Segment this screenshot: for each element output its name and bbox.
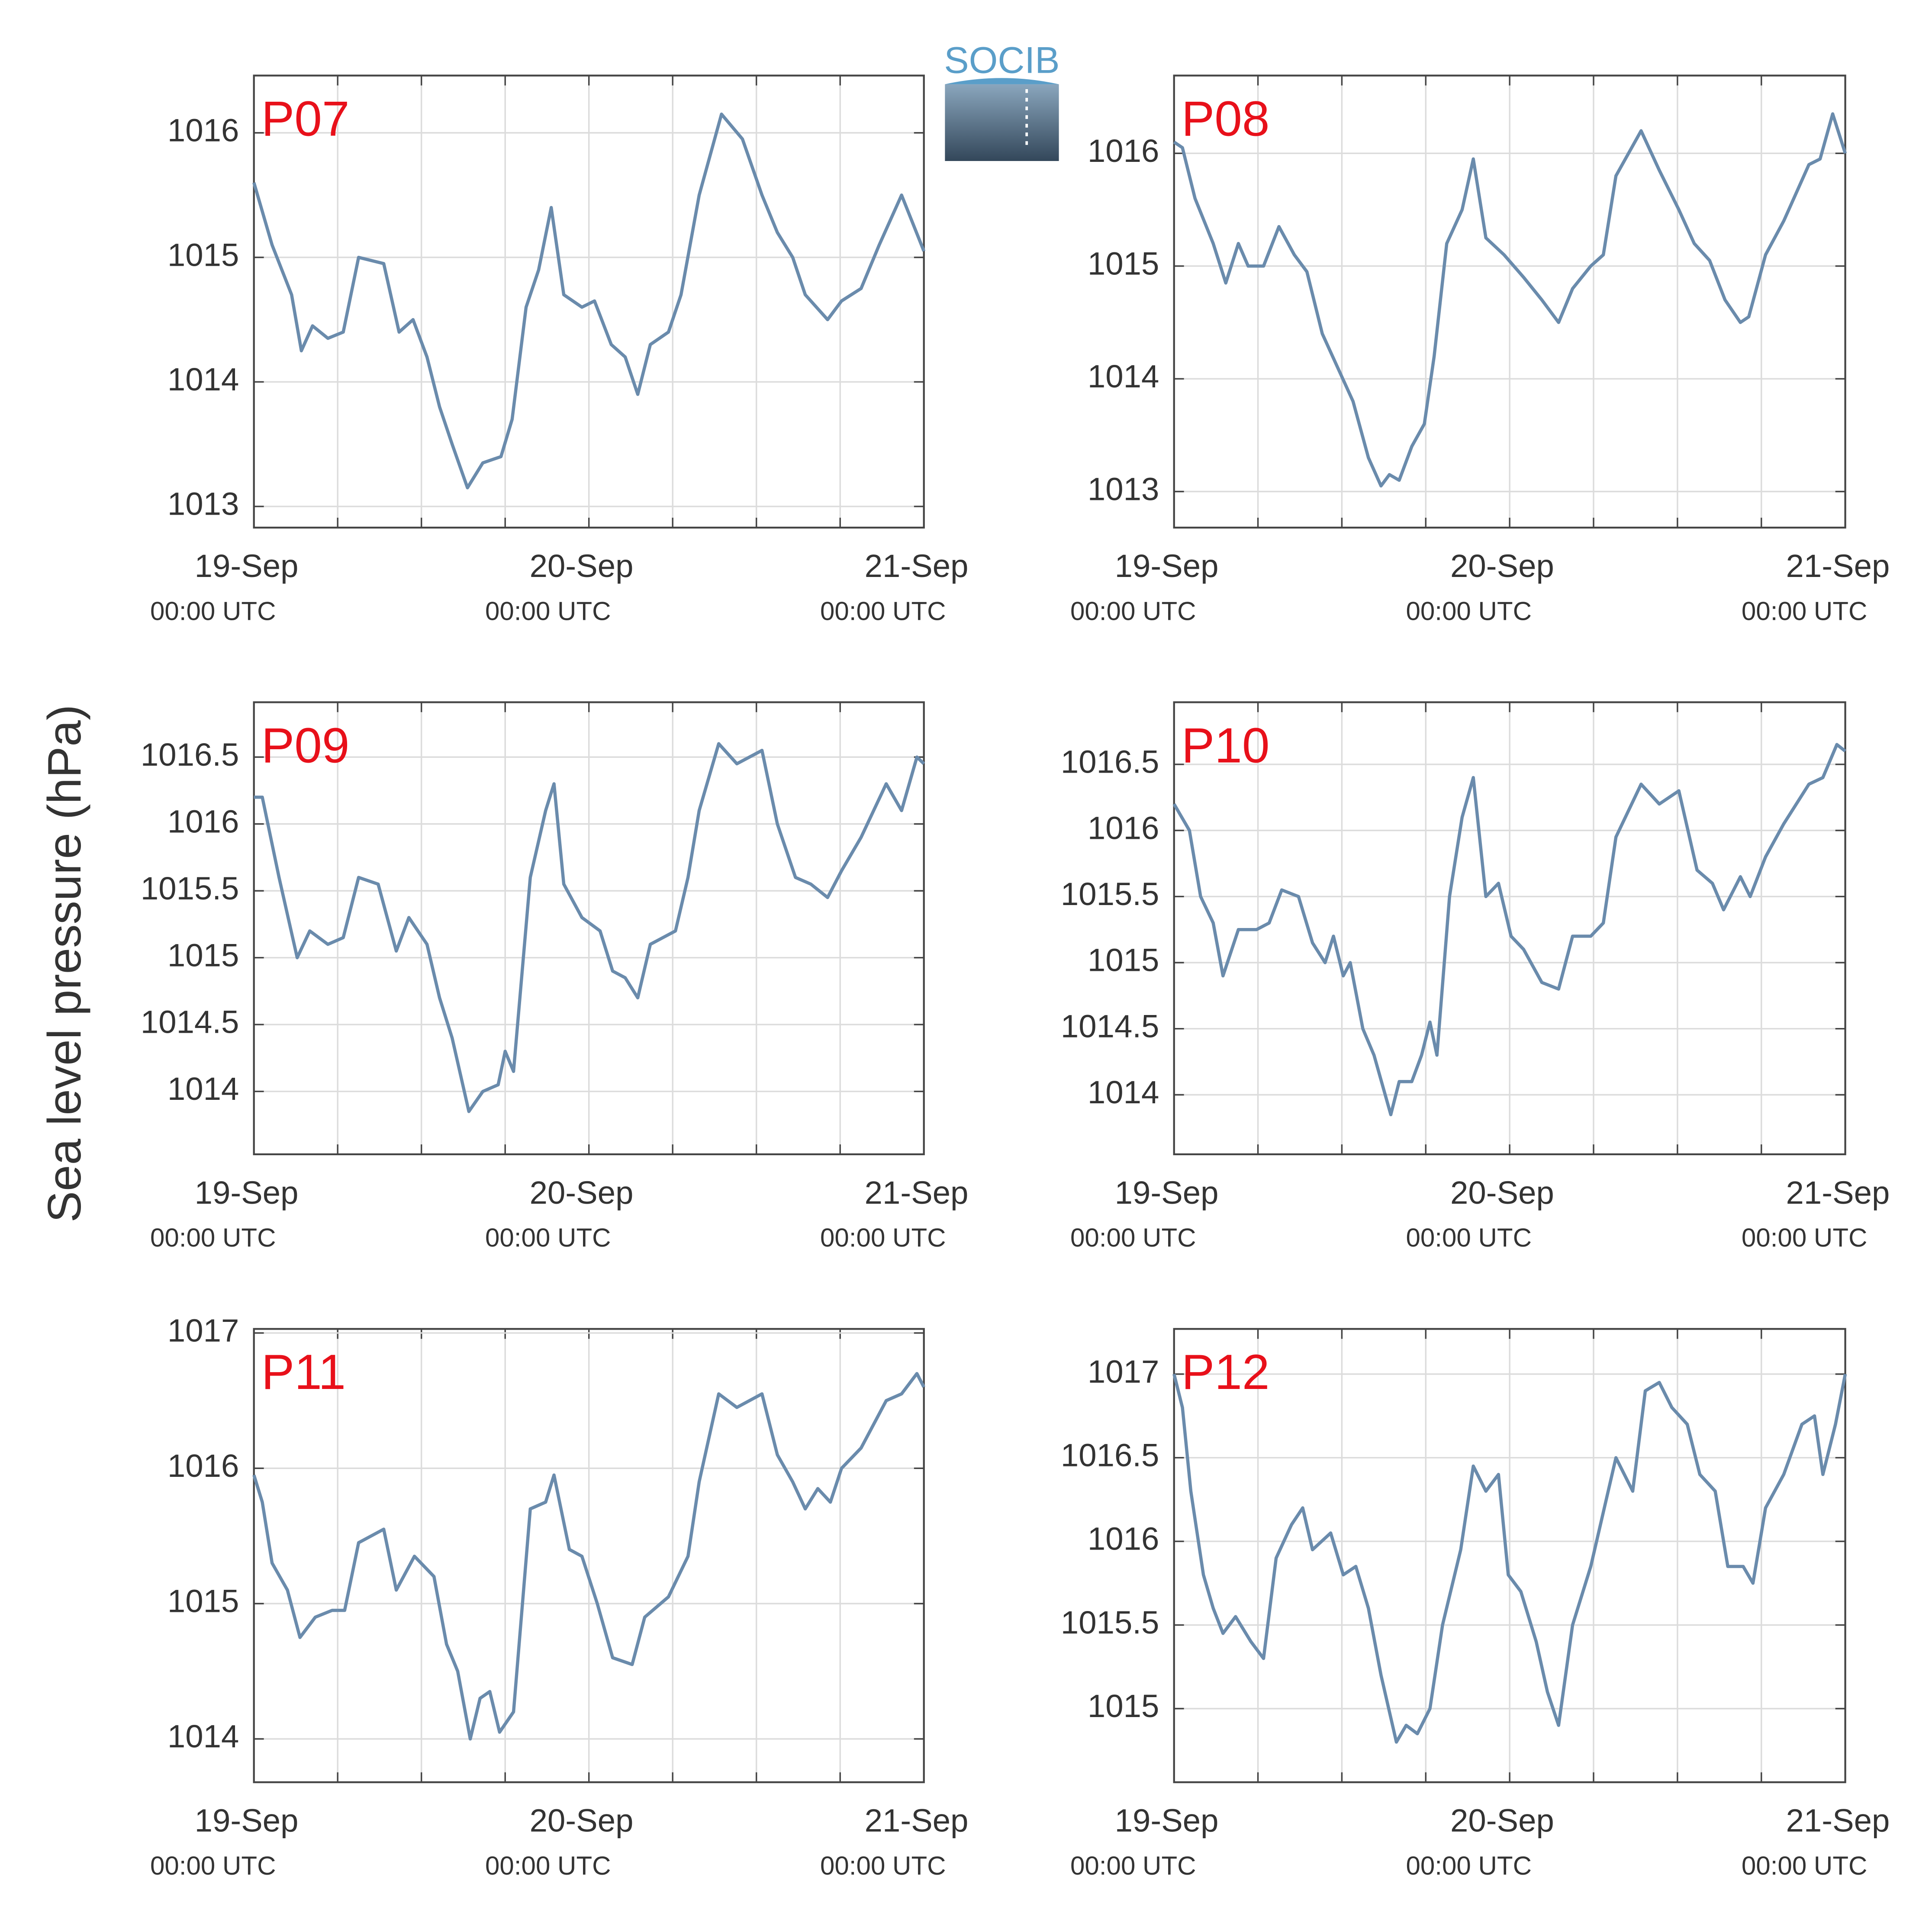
x-tick-sublabel: 00:00 UTC — [1742, 1851, 1868, 1880]
panel-title: P09 — [261, 718, 350, 773]
x-tick-label: 19-Sep — [195, 1803, 299, 1839]
x-tick-label: 21-Sep — [865, 1803, 969, 1839]
x-tick-sublabel: 00:00 UTC — [485, 596, 611, 625]
y-tick-label: 1014 — [167, 1718, 239, 1754]
y-tick-label: 1015 — [167, 1583, 239, 1619]
y-tick-label: 1015 — [167, 237, 239, 273]
y-tick-label: 1016 — [167, 113, 239, 148]
panel: 19-Sep 00:00 UTC 20-Sep 00:00 UTC 21-Sep 00:0… — [150, 1312, 968, 1880]
x-tick-label: 19-Sep — [1115, 1803, 1219, 1839]
x-tick-label: 20-Sep — [530, 1175, 634, 1211]
y-tick-label: 1015 — [1088, 1688, 1159, 1724]
panel-title: P11 — [261, 1344, 346, 1400]
logo-text: SOCIB — [944, 40, 1059, 81]
y-tick-label: 1016 — [1088, 133, 1159, 169]
x-tick-sublabel: 00:00 UTC — [1406, 596, 1532, 625]
x-tick-sublabel: 00:00 UTC — [1742, 596, 1868, 625]
logo: SOCIB — [944, 40, 1060, 161]
x-tick-label: 21-Sep — [1786, 548, 1890, 584]
y-tick-label: 1016 — [1088, 1521, 1159, 1557]
x-tick-label: 19-Sep — [1115, 548, 1219, 584]
y-tick-label: 1014.5 — [141, 1004, 239, 1040]
x-tick-label: 21-Sep — [865, 548, 969, 584]
y-tick-label: 1015 — [1088, 942, 1159, 978]
data-line — [1172, 1373, 1847, 1744]
plot-frame — [1173, 1328, 1846, 1783]
x-tick-label: 20-Sep — [530, 548, 634, 584]
x-tick-label: 19-Sep — [195, 548, 299, 584]
x-tick-sublabel: 00:00 UTC — [820, 1851, 946, 1880]
y-tick-label: 1014 — [167, 361, 239, 397]
y-tick-label: 1017 — [1088, 1353, 1159, 1389]
plot-frame — [1173, 701, 1846, 1155]
y-tick-label: 1016 — [1088, 810, 1159, 846]
y-tick-label: 1014 — [1088, 1074, 1159, 1110]
x-tick-sublabel: 00:00 UTC — [1070, 1223, 1196, 1252]
x-tick-label: 20-Sep — [1450, 1175, 1554, 1211]
panel: 19-Sep 00:00 UTC 20-Sep 00:00 UTC 21-Sep 00:0… — [1070, 74, 1890, 625]
y-tick-label: 1015 — [167, 937, 239, 973]
panel: 19-Sep 00:00 UTC 20-Sep 00:00 UTC 21-Sep 00:0… — [1061, 1328, 1890, 1880]
y-tick-label: 1014.5 — [1061, 1008, 1159, 1044]
panel-title: P10 — [1182, 718, 1270, 773]
y-tick-label: 1015.5 — [1061, 1605, 1159, 1640]
y-tick-label: 1014 — [1088, 358, 1159, 394]
plot-frame — [1173, 74, 1846, 529]
x-tick-sublabel: 00:00 UTC — [485, 1223, 611, 1252]
data-line — [252, 113, 926, 490]
x-tick-sublabel: 00:00 UTC — [820, 1223, 946, 1252]
x-tick-sublabel: 00:00 UTC — [1406, 1223, 1532, 1252]
x-tick-sublabel: 00:00 UTC — [1742, 1223, 1868, 1252]
panel-title: P07 — [261, 91, 350, 147]
panel: 19-Sep 00:00 UTC 20-Sep 00:00 UTC 21-Sep 00:0… — [141, 701, 969, 1252]
x-tick-sublabel: 00:00 UTC — [1070, 596, 1196, 625]
y-axis-label: Sea level pressure (hPa) — [39, 705, 91, 1223]
data-line — [1172, 743, 1846, 1116]
data-line — [252, 1372, 926, 1741]
y-tick-label: 1014 — [167, 1071, 239, 1107]
x-tick-label: 21-Sep — [1786, 1175, 1890, 1211]
x-tick-label: 19-Sep — [1115, 1175, 1219, 1211]
y-tick-label: 1016 — [167, 1448, 239, 1484]
x-tick-label: 21-Sep — [1786, 1803, 1890, 1839]
plot-frame — [253, 1328, 925, 1783]
y-tick-label: 1015 — [1088, 245, 1159, 281]
x-tick-sublabel: 00:00 UTC — [150, 596, 276, 625]
panel-title: P12 — [1182, 1344, 1270, 1400]
y-tick-label: 1016 — [167, 803, 239, 839]
y-tick-label: 1015.5 — [141, 870, 239, 906]
x-tick-sublabel: 00:00 UTC — [485, 1851, 611, 1880]
x-tick-sublabel: 00:00 UTC — [820, 596, 946, 625]
y-tick-label: 1016.5 — [141, 737, 239, 773]
x-tick-sublabel: 00:00 UTC — [1070, 1851, 1196, 1880]
x-tick-label: 20-Sep — [530, 1803, 634, 1839]
x-tick-sublabel: 00:00 UTC — [150, 1223, 276, 1252]
x-tick-label: 20-Sep — [1450, 548, 1554, 584]
logo-wave — [945, 78, 1059, 84]
y-tick-label: 1016.5 — [1061, 744, 1159, 780]
x-tick-sublabel: 00:00 UTC — [150, 1851, 276, 1880]
y-tick-label: 1017 — [167, 1312, 239, 1348]
x-tick-label: 21-Sep — [865, 1175, 969, 1211]
data-line — [254, 742, 925, 1113]
panel-title: P08 — [1182, 91, 1270, 147]
panel: 19-Sep 00:00 UTC 20-Sep 00:00 UTC 21-Sep 00:0… — [150, 74, 969, 625]
data-line — [1173, 112, 1847, 488]
panel: 19-Sep 00:00 UTC 20-Sep 00:00 UTC 21-Sep 00:0… — [1061, 701, 1890, 1252]
logo-image — [945, 84, 1059, 161]
plot-frame — [253, 74, 925, 529]
x-tick-sublabel: 00:00 UTC — [1406, 1851, 1532, 1880]
y-tick-label: 1015.5 — [1061, 876, 1159, 912]
y-tick-label: 1013 — [1088, 471, 1159, 507]
plot-frame — [253, 701, 925, 1155]
x-tick-label: 20-Sep — [1450, 1803, 1554, 1839]
x-tick-label: 19-Sep — [195, 1175, 299, 1211]
y-tick-label: 1016.5 — [1061, 1437, 1159, 1473]
y-tick-label: 1013 — [167, 486, 239, 522]
